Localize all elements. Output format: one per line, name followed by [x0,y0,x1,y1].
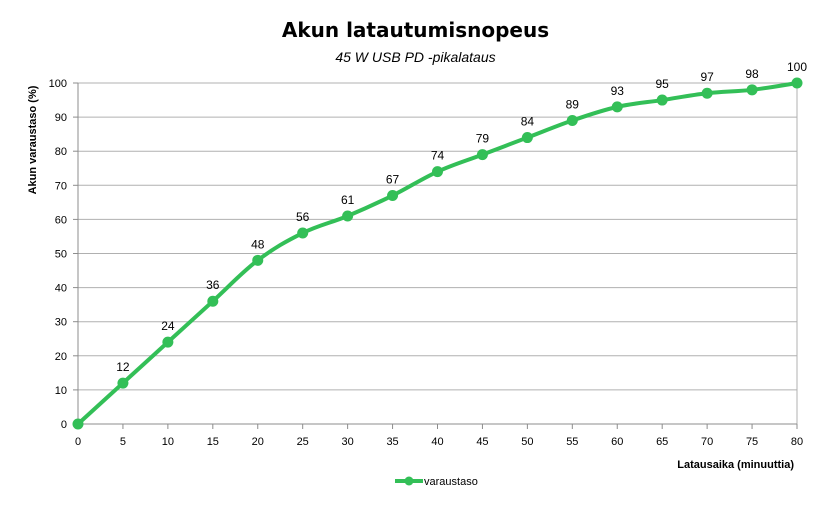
x-tick-label: 70 [701,436,713,448]
x-tick-label: 5 [120,436,126,448]
data-label: 100 [787,60,807,74]
data-point [342,210,354,222]
data-label: 98 [745,67,759,81]
data-label: 56 [296,210,310,224]
x-tick-label: 65 [656,436,668,448]
x-tick-label: 20 [252,436,264,448]
tick-labels: 0 10 20 30 40 50 60 70 80 90 100 0 5 10 15 20 25 30 35 40 45… [49,78,803,448]
y-tick-label: 40 [55,283,67,295]
data-point [72,418,84,430]
gridlines [78,82,797,425]
x-tick-label: 10 [162,436,174,448]
y-tick-label: 90 [55,112,67,124]
y-tick-label: 10 [55,385,67,397]
data-label: 95 [656,77,670,91]
y-axis-title: Akun varaustaso (%) [27,85,39,194]
x-tick-label: 80 [791,436,803,448]
x-tick-label: 55 [566,436,578,448]
data-point [791,77,803,89]
x-axis-title: Latausaika (minuuttia) [677,459,794,471]
y-tick-label: 30 [55,317,67,329]
x-tick-label: 35 [386,436,398,448]
x-tick-label: 25 [297,436,309,448]
data-point [656,94,668,106]
data-label: 74 [431,149,445,163]
data-point [566,115,578,127]
data-point [387,190,399,202]
data-label: 79 [476,132,490,146]
y-tick-label: 80 [55,146,67,158]
axes [73,82,798,429]
data-label: 84 [521,115,535,129]
data-point [162,336,174,348]
legend: varaustaso [395,476,478,488]
data-point [746,84,758,96]
data-point [252,254,264,266]
data-label: 24 [161,319,175,333]
data-label: 36 [206,278,220,292]
data-label: 12 [116,360,130,374]
data-label: 97 [700,70,714,84]
y-tick-label: 100 [49,78,67,90]
x-tick-label: 30 [342,436,354,448]
y-tick-label: 50 [55,249,67,261]
chart-title: Akun latautumisnopeus [281,18,550,42]
data-point [297,227,309,239]
data-label: 93 [611,84,625,98]
x-tick-label: 45 [476,436,488,448]
y-tick-label: 70 [55,180,67,192]
x-tick-label: 15 [207,436,219,448]
x-tick-label: 75 [746,436,758,448]
series [72,77,803,430]
chart-subtitle: 45 W USB PD -pikalataus [335,49,496,65]
y-tick-label: 20 [55,351,67,363]
y-tick-label: 0 [61,419,67,431]
y-tick-label: 60 [55,214,67,226]
data-label: 48 [251,237,265,251]
data-label: 67 [386,173,400,187]
data-point [117,377,129,389]
x-tick-label: 0 [75,436,81,448]
x-tick-label: 60 [611,436,623,448]
data-point [611,101,623,113]
legend-marker [404,476,414,486]
data-point [476,149,488,161]
data-point [207,295,219,307]
data-point [432,166,443,178]
data-point [701,87,713,99]
data-label: 89 [566,98,580,112]
data-point [521,132,533,144]
legend-label: varaustaso [424,476,478,488]
x-tick-label: 50 [521,436,533,448]
data-labels: 12 24 36 48 56 61 67 74 79 84 89 93 95 97 98 100 [116,60,807,374]
data-label: 61 [341,193,355,207]
x-tick-label: 40 [431,436,443,448]
